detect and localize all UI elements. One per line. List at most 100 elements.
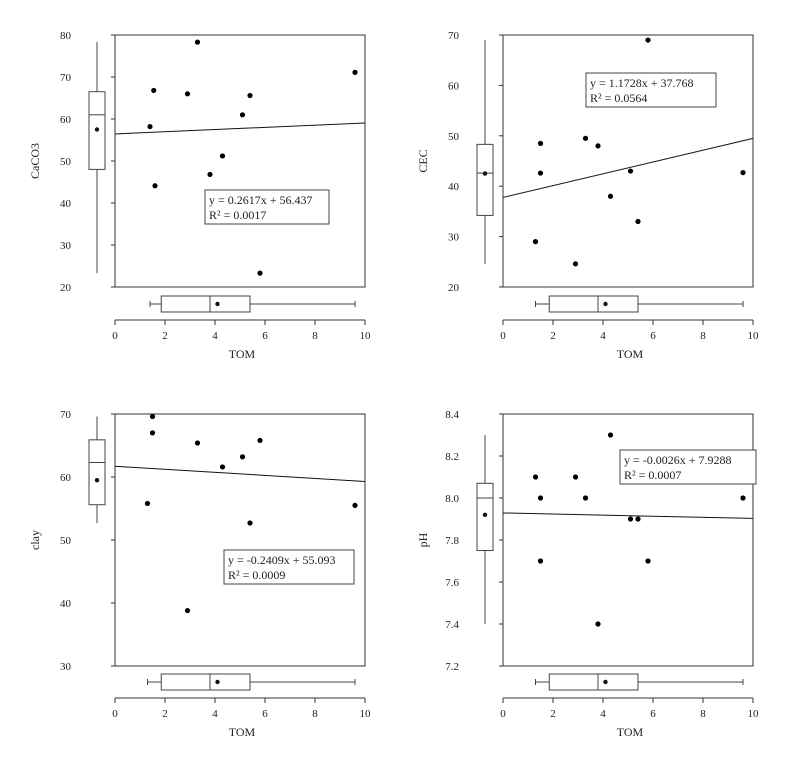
- y-tick-label: 40: [60, 598, 72, 610]
- r-squared-text: R² = 0.0564: [590, 91, 647, 105]
- equation-text: y = 1.1728x + 37.768: [590, 76, 694, 90]
- data-point: [537, 170, 544, 176]
- y-tick-label: 70: [60, 72, 72, 84]
- x-tick-label: 4: [600, 330, 606, 342]
- y-boxplot-mean: [94, 477, 100, 483]
- data-point: [151, 87, 157, 94]
- data-point: [149, 413, 156, 420]
- x-boxplot-box: [548, 673, 639, 691]
- y-tick-label: 70: [60, 409, 72, 421]
- data-point: [239, 112, 246, 118]
- y-axis-title: clay: [28, 530, 42, 550]
- y-tick-label: 8.0: [445, 493, 459, 505]
- x-tick-label: 8: [700, 330, 706, 342]
- r-squared-text: R² = 0.0007: [624, 468, 681, 482]
- y-axis-title: CaCO3: [28, 143, 42, 179]
- data-point: [635, 516, 641, 522]
- x-boxplot-mean: [215, 679, 220, 685]
- x-tick-label: 0: [112, 330, 118, 342]
- data-point: [537, 495, 544, 501]
- data-point: [595, 143, 601, 149]
- data-point: [582, 495, 589, 501]
- data-point: [144, 500, 151, 507]
- x-axis-title: TOM: [229, 725, 256, 739]
- y-axis-title: pH: [416, 532, 430, 547]
- data-point: [537, 140, 544, 146]
- x-boxplot-box: [160, 295, 251, 313]
- y-tick-label: 60: [60, 114, 72, 126]
- x-tick-label: 6: [650, 708, 656, 720]
- y-tick-label: 70: [448, 30, 460, 42]
- equation-text: y = -0.2409x + 55.093: [228, 553, 336, 567]
- chart-panel-caco3: 20 30 40 50 60 70 80 0 2 4 6 8 10 TOM CaCO3 y = 0.2617x…: [28, 30, 371, 361]
- data-point: [194, 440, 201, 446]
- y-tick-label: 60: [448, 80, 460, 92]
- r-squared-text: R² = 0.0009: [228, 568, 285, 582]
- x-tick-label: 0: [500, 708, 506, 720]
- y-boxplot-mean: [482, 512, 488, 517]
- x-tick-label: 10: [748, 330, 760, 342]
- x-boxplot-mean: [603, 301, 608, 307]
- y-boxplot-box: [88, 439, 106, 506]
- y-tick-label: 7.4: [445, 619, 459, 631]
- data-point: [247, 92, 253, 99]
- x-tick-label: 2: [550, 330, 556, 342]
- y-tick-label: 7.2: [445, 661, 459, 673]
- y-tick-label: 60: [60, 472, 72, 484]
- x-tick-label: 10: [360, 330, 372, 342]
- data-point: [207, 171, 213, 178]
- equation-box: [585, 72, 717, 108]
- x-tick-label: 2: [162, 330, 168, 342]
- x-tick-label: 4: [600, 708, 606, 720]
- y-tick-label: 30: [60, 240, 72, 252]
- x-tick-label: 8: [312, 708, 318, 720]
- equation-box: [204, 189, 330, 225]
- equation-text: y = 0.2617x + 56.437: [209, 193, 313, 207]
- y-tick-label: 30: [448, 232, 460, 244]
- data-point: [572, 474, 579, 480]
- x-tick-label: 6: [650, 330, 656, 342]
- x-tick-label: 6: [262, 708, 268, 720]
- x-axis-title: TOM: [617, 725, 644, 739]
- data-point: [595, 621, 601, 627]
- data-point: [740, 495, 746, 501]
- data-point: [582, 135, 589, 141]
- y-tick-label: 50: [60, 156, 72, 168]
- trendline: [502, 137, 754, 198]
- y-tick-label: 8.4: [445, 409, 459, 421]
- data-point: [257, 270, 263, 276]
- data-point: [184, 91, 191, 97]
- x-tick-label: 10: [748, 708, 760, 720]
- y-tick-label: 40: [60, 198, 72, 210]
- r-squared-text: R² = 0.0017: [209, 208, 266, 222]
- data-point: [184, 607, 191, 614]
- plot-frame: [502, 34, 754, 288]
- data-point: [645, 37, 651, 43]
- data-point: [627, 168, 634, 174]
- data-point: [147, 123, 153, 130]
- data-point: [219, 153, 226, 159]
- data-point: [532, 474, 539, 480]
- x-boxplot-box: [548, 295, 639, 313]
- y-boxplot-box: [476, 143, 494, 216]
- data-point: [572, 261, 579, 267]
- data-point: [247, 520, 253, 526]
- y-tick-label: 20: [448, 282, 460, 294]
- x-tick-label: 8: [312, 330, 318, 342]
- y-tick-label: 7.8: [445, 535, 459, 547]
- data-point: [627, 516, 634, 522]
- x-boxplot-mean: [603, 679, 608, 685]
- data-point: [645, 558, 651, 564]
- y-tick-label: 50: [448, 131, 460, 143]
- chart-panel-ph: 7.2 7.4 7.6 7.8 8.0 8.2 8.4 0 2 4 6 8 10 TOM pH y = -0.…: [416, 409, 759, 739]
- y-boxplot-mean: [482, 171, 488, 176]
- equation-text: y = -0.0026x + 7.9288: [624, 453, 732, 467]
- plot-frame: [114, 413, 366, 667]
- data-point: [607, 193, 614, 199]
- x-axis-title: TOM: [229, 347, 256, 361]
- data-point: [194, 39, 201, 45]
- x-axis-title: TOM: [617, 347, 644, 361]
- y-tick-label: 30: [60, 661, 72, 673]
- data-point: [607, 432, 614, 438]
- data-point: [219, 464, 226, 470]
